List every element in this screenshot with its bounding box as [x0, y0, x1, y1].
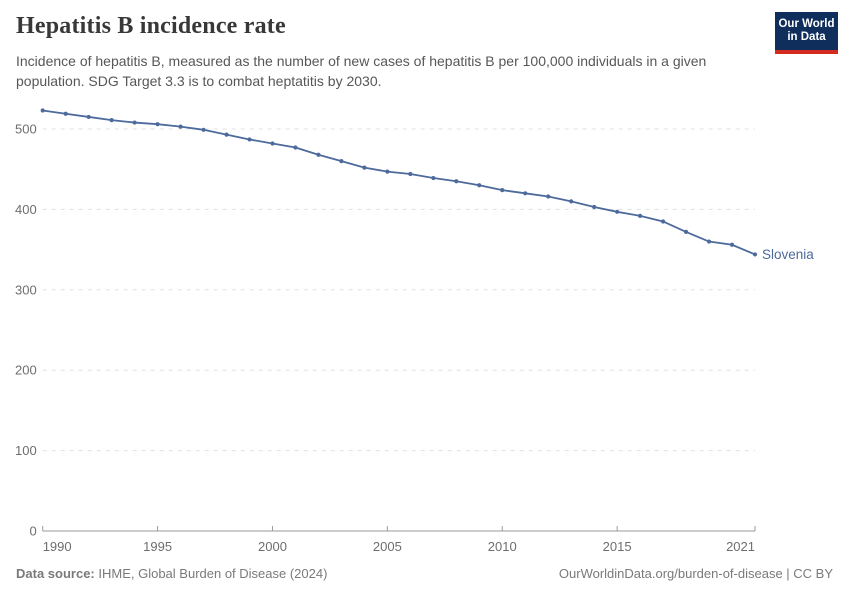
data-point-1997[interactable] [201, 127, 206, 132]
x-tick-label-2021: 2021 [726, 539, 755, 554]
owid-logo-line2: in Data [787, 31, 826, 43]
footer-link[interactable]: OurWorldinData.org/burden-of-disease | C… [558, 566, 833, 581]
data-point-2002[interactable] [316, 152, 321, 157]
data-source-note: Data source: IHME, Global Burden of Dise… [16, 566, 327, 581]
data-point-2018[interactable] [683, 229, 689, 235]
y-tick-label-300: 300 [15, 282, 37, 297]
data-point-2015[interactable] [615, 209, 620, 214]
data-point-2017[interactable] [660, 219, 666, 224]
y-tick-label-100: 100 [15, 443, 37, 458]
y-tick-label-500: 500 [15, 122, 37, 137]
chart-subtitle: Incidence of hepatitis B, measured as th… [16, 53, 707, 89]
chart-title: Hepatitis B incidence rate [16, 13, 286, 39]
data-point-2005[interactable] [385, 169, 390, 174]
data-point-2021[interactable] [752, 252, 758, 257]
data-point-2010[interactable] [500, 188, 505, 193]
data-point-2008[interactable] [454, 179, 459, 184]
data-point-1995[interactable] [155, 122, 160, 127]
data-point-2016[interactable] [638, 213, 643, 218]
data-point-2020[interactable] [729, 242, 735, 247]
x-tick-label-2015: 2015 [603, 539, 632, 554]
owid-logo[interactable]: Our World in Data [775, 12, 838, 54]
data-source-text: IHME, Global Burden of Disease (2024) [98, 566, 328, 581]
data-point-1991[interactable] [63, 111, 68, 116]
data-point-2014[interactable] [592, 204, 597, 210]
data-point-1998[interactable] [224, 132, 229, 137]
data-point-1993[interactable] [109, 118, 114, 123]
data-point-1992[interactable] [86, 114, 91, 120]
data-point-2011[interactable] [523, 191, 528, 196]
data-point-1996[interactable] [178, 124, 183, 129]
data-point-1994[interactable] [132, 120, 137, 125]
x-tick-label-1995: 1995 [143, 539, 172, 554]
gridlines [42, 128, 755, 452]
series-slovenia[interactable] [40, 108, 758, 257]
x-tick-label-2005: 2005 [373, 539, 402, 554]
x-tick-label-2010: 2010 [488, 539, 517, 554]
y-tick-label-200: 200 [15, 363, 37, 378]
chart-footer: Data source: IHME, Global Burden of Dise… [16, 566, 833, 581]
data-point-1990[interactable] [40, 108, 45, 113]
data-point-2012[interactable] [546, 194, 551, 199]
entity-label-slovenia[interactable]: Slovenia [762, 247, 814, 262]
data-point-2001[interactable] [293, 145, 298, 150]
data-point-2006[interactable] [408, 171, 413, 177]
series-line-slovenia[interactable] [42, 109, 756, 256]
data-point-2003[interactable] [339, 159, 344, 164]
data-source-label: Data source: [16, 566, 95, 581]
data-point-2000[interactable] [270, 141, 275, 146]
data-point-2019[interactable] [706, 239, 712, 244]
x-axis: 1990 1995 2000 2005 2010 2015 2021 [42, 526, 756, 554]
data-point-2013[interactable] [569, 199, 574, 204]
data-point-2007[interactable] [431, 175, 436, 181]
y-tick-label-400: 400 [15, 202, 37, 217]
data-point-2009[interactable] [477, 183, 482, 188]
data-point-1999[interactable] [247, 137, 252, 142]
data-point-2004[interactable] [362, 165, 367, 170]
owid-logo-line1: Our World [778, 18, 835, 30]
y-axis-labels: 0 100 200 300 400 500 [15, 122, 37, 539]
x-tick-label-1990: 1990 [43, 539, 72, 554]
y-tick-label-0: 0 [29, 524, 36, 539]
x-tick-label-2000: 2000 [258, 539, 287, 554]
